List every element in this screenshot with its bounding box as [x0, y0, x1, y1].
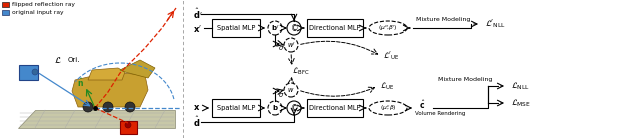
Circle shape — [83, 102, 93, 112]
Text: $\mathcal{L}'_{\mathrm{UE}}$: $\mathcal{L}'_{\mathrm{UE}}$ — [383, 50, 399, 62]
Circle shape — [268, 101, 282, 115]
FancyBboxPatch shape — [19, 64, 38, 79]
Text: flipped reflection ray: flipped reflection ray — [12, 2, 75, 7]
Circle shape — [287, 101, 301, 115]
Bar — [212, 19, 260, 37]
Text: Directional MLP: Directional MLP — [309, 25, 361, 31]
Text: Directional MLP: Directional MLP — [309, 105, 361, 111]
Text: $\copyright$: $\copyright$ — [290, 103, 298, 113]
Text: $\hat{\mathbf{n}}$: $\hat{\mathbf{n}}$ — [77, 77, 83, 89]
Circle shape — [32, 69, 38, 75]
FancyBboxPatch shape — [120, 120, 136, 133]
Text: $\hat{\mathbf{d}}$: $\hat{\mathbf{d}}$ — [193, 115, 200, 129]
Text: $w$: $w$ — [287, 86, 294, 94]
Text: $\mathcal{L}_{\mathrm{UE}}$: $\mathcal{L}_{\mathrm{UE}}$ — [380, 80, 394, 92]
Text: $(\mu^c\!\!,\!\beta)$: $(\mu^c\!\!,\!\beta)$ — [380, 103, 396, 113]
Polygon shape — [88, 68, 125, 80]
Circle shape — [103, 102, 113, 112]
Text: $(\mu^{c\prime}\!\!,\!\beta^{\prime})$: $(\mu^{c\prime}\!\!,\!\beta^{\prime})$ — [378, 23, 397, 33]
Text: $\mathcal{L}$: $\mathcal{L}$ — [54, 55, 62, 65]
Text: $\copyright$: $\copyright$ — [290, 23, 298, 33]
Circle shape — [268, 21, 282, 35]
Circle shape — [287, 21, 301, 35]
Ellipse shape — [369, 21, 407, 35]
Ellipse shape — [369, 101, 407, 115]
Text: $\mathcal{L}_{\mathrm{MSE}}$: $\mathcal{L}_{\mathrm{MSE}}$ — [511, 97, 531, 109]
Text: Volume Rendering: Volume Rendering — [415, 111, 465, 116]
Circle shape — [284, 83, 298, 97]
Text: Spatial MLP: Spatial MLP — [217, 25, 255, 31]
Text: $\mathcal{L}_{\mathrm{NLL}}$: $\mathcal{L}_{\mathrm{NLL}}$ — [511, 80, 530, 92]
Text: $\sigma'$: $\sigma'$ — [278, 43, 285, 53]
Text: Mixture Modeling: Mixture Modeling — [416, 17, 470, 22]
Circle shape — [284, 38, 298, 52]
Text: $\mathbf{b}'$: $\mathbf{b}'$ — [271, 23, 279, 33]
Circle shape — [125, 122, 131, 128]
Bar — [307, 19, 363, 37]
Polygon shape — [18, 110, 175, 128]
Text: $w'$: $w'$ — [287, 40, 296, 50]
Text: $\mathcal{L}_{\mathrm{BFC}}$: $\mathcal{L}_{\mathrm{BFC}}$ — [292, 65, 310, 77]
FancyBboxPatch shape — [2, 2, 10, 7]
Bar — [212, 99, 260, 117]
Text: $\mathbf{x}$: $\mathbf{x}$ — [193, 104, 200, 112]
Text: $\sigma$: $\sigma$ — [278, 91, 284, 99]
Text: Mixture Modeling: Mixture Modeling — [438, 78, 492, 83]
Text: $\hat{\mathbf{d}}'$: $\hat{\mathbf{d}}'$ — [193, 7, 203, 21]
Text: original input ray: original input ray — [12, 10, 63, 15]
Text: Ori.: Ori. — [68, 57, 81, 63]
Text: $\hat{\mathbf{c}}$: $\hat{\mathbf{c}}$ — [419, 99, 426, 111]
FancyBboxPatch shape — [2, 10, 10, 15]
Circle shape — [125, 102, 135, 112]
Text: $\mathcal{L}'_{\mathrm{NLL}}$: $\mathcal{L}'_{\mathrm{NLL}}$ — [485, 18, 506, 30]
Bar — [307, 99, 363, 117]
Text: $\mathbf{x}'$: $\mathbf{x}'$ — [193, 22, 202, 34]
Polygon shape — [120, 60, 155, 78]
Text: Spatial MLP: Spatial MLP — [217, 105, 255, 111]
Polygon shape — [72, 72, 148, 107]
Text: $\mathbf{b}$: $\mathbf{b}$ — [271, 104, 278, 112]
